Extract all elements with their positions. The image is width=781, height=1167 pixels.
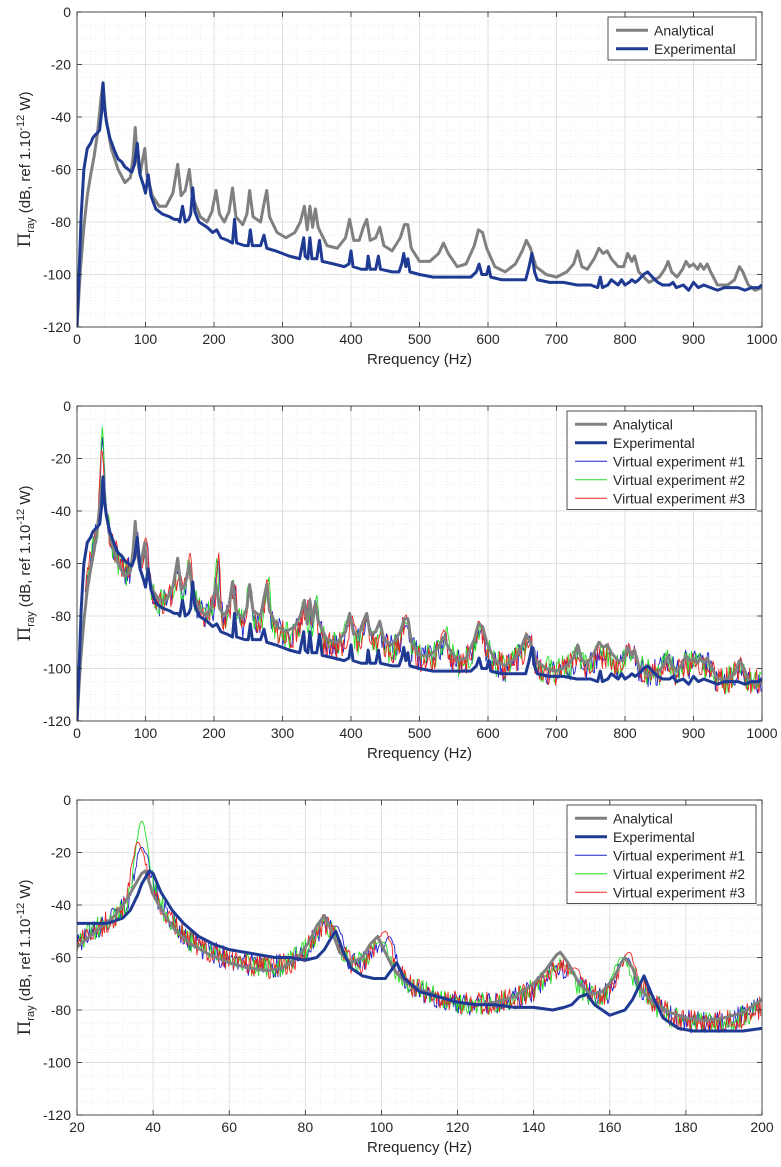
series-group	[77, 81, 762, 327]
x-tick-label: 180	[674, 1119, 698, 1135]
legend-label: Experimental	[654, 41, 736, 57]
x-tick-label: 100	[134, 331, 158, 347]
legend-label: Virtual experiment #1	[613, 847, 745, 863]
x-tick-label: 80	[298, 1119, 314, 1135]
legend-label: Analytical	[613, 416, 673, 432]
series-group	[77, 820, 762, 1034]
x-tick-label: 100	[134, 725, 158, 741]
series-group	[77, 426, 762, 721]
x-tick-label: 1000	[746, 331, 777, 347]
x-tick-label: 200	[202, 331, 226, 347]
x-tick-label: 0	[73, 725, 81, 741]
x-tick-label: 100	[370, 1119, 394, 1135]
x-tick-label: 900	[682, 331, 706, 347]
y-tick-label: -20	[51, 57, 71, 73]
x-tick-label: 20	[69, 1119, 85, 1135]
y-tick-label: -20	[51, 451, 71, 467]
x-tick-label: 1000	[746, 725, 777, 741]
y-tick-label: -80	[51, 214, 71, 230]
legend-label: Experimental	[613, 829, 695, 845]
x-tick-label: 900	[682, 725, 706, 741]
series-line-analytical	[77, 81, 762, 327]
legend: Analytical Experimental Virtual experiment…	[566, 410, 757, 510]
y-tick-label: -20	[51, 845, 71, 861]
x-tick-label: 200	[750, 1119, 774, 1135]
y-tick-label: -40	[51, 503, 71, 519]
y-tick-label: -80	[51, 1002, 71, 1018]
legend-label: Experimental	[613, 435, 695, 451]
x-tick-label: 500	[408, 331, 432, 347]
x-tick-label: 600	[476, 725, 500, 741]
y-axis-label: Πray (dB, ref 1.10-12 W)	[15, 879, 37, 1035]
x-tick-label: 140	[522, 1119, 546, 1135]
y-tick-label: -40	[51, 109, 71, 125]
y-tick-label: -100	[43, 267, 71, 283]
legend: Analytical Experimental Virtual experiment…	[566, 804, 757, 904]
y-tick-label: -40	[51, 897, 71, 913]
x-tick-label: 300	[271, 331, 295, 347]
x-axis-label: Rrequency (Hz)	[367, 1139, 472, 1156]
series-line-analytical	[77, 475, 762, 721]
legend-label: Virtual experiment #1	[613, 453, 745, 469]
y-tick-label: -80	[51, 608, 71, 624]
y-tick-label: -60	[51, 950, 71, 966]
x-tick-label: 500	[408, 725, 432, 741]
x-tick-label: 600	[476, 331, 500, 347]
x-tick-label: 700	[545, 725, 569, 741]
y-tick-label: -100	[43, 1055, 71, 1071]
x-tick-label: 700	[545, 331, 569, 347]
x-tick-label: 40	[145, 1119, 161, 1135]
y-tick-label: -120	[43, 1107, 71, 1123]
y-tick-label: 0	[63, 398, 71, 414]
x-tick-label: 0	[73, 331, 81, 347]
x-tick-label: 120	[446, 1119, 470, 1135]
x-tick-label: 200	[202, 725, 226, 741]
x-tick-label: 800	[613, 725, 637, 741]
legend-label: Virtual experiment #3	[613, 884, 745, 900]
y-tick-label: -60	[51, 162, 71, 178]
y-tick-label: -120	[43, 319, 71, 335]
legend: Analytical Experimental	[607, 16, 757, 61]
y-tick-label: -120	[43, 713, 71, 729]
series-line-experimental	[77, 475, 762, 721]
y-tick-label: 0	[63, 792, 71, 808]
x-tick-label: 400	[339, 725, 363, 741]
chart-panel-3: 20 40 60 80 100 120 140 160 180 200 0 -20 -40 -60 -80 -…	[15, 792, 774, 1156]
y-axis-label: Πray (dB, ref 1.10-12 W)	[15, 91, 37, 247]
series-line-experimental	[77, 869, 762, 1033]
x-tick-label: 300	[271, 725, 295, 741]
legend-box	[566, 410, 757, 510]
chart-panel-1: 0 100 200 300 400 500 600 700 800 900 1000 0 -20 -40 -…	[15, 4, 778, 368]
y-tick-label: -100	[43, 661, 71, 677]
x-tick-label: 160	[598, 1119, 622, 1135]
x-tick-label: 800	[613, 331, 637, 347]
legend-label: Virtual experiment #3	[613, 490, 745, 506]
y-tick-label: 0	[63, 4, 71, 20]
x-tick-label: 60	[221, 1119, 237, 1135]
y-axis-label: Πray (dB, ref 1.10-12 W)	[15, 485, 37, 641]
legend-box	[607, 16, 757, 61]
series-line-experimental	[77, 81, 762, 327]
legend-label: Analytical	[654, 22, 714, 38]
legend-label: Virtual experiment #2	[613, 472, 745, 488]
legend-box	[566, 804, 757, 904]
x-axis-label: Rrequency (Hz)	[367, 745, 472, 762]
legend-label: Virtual experiment #2	[613, 866, 745, 882]
legend-label: Analytical	[613, 810, 673, 826]
x-axis-label: Rrequency (Hz)	[367, 351, 472, 368]
x-tick-label: 400	[339, 331, 363, 347]
y-tick-label: -60	[51, 556, 71, 572]
chart-panel-2: 0 100 200 300 400 500 600 700 800 900 1000 0 -20 -40 -…	[15, 398, 778, 762]
series-line-virtual-experiment-3	[84, 449, 762, 695]
